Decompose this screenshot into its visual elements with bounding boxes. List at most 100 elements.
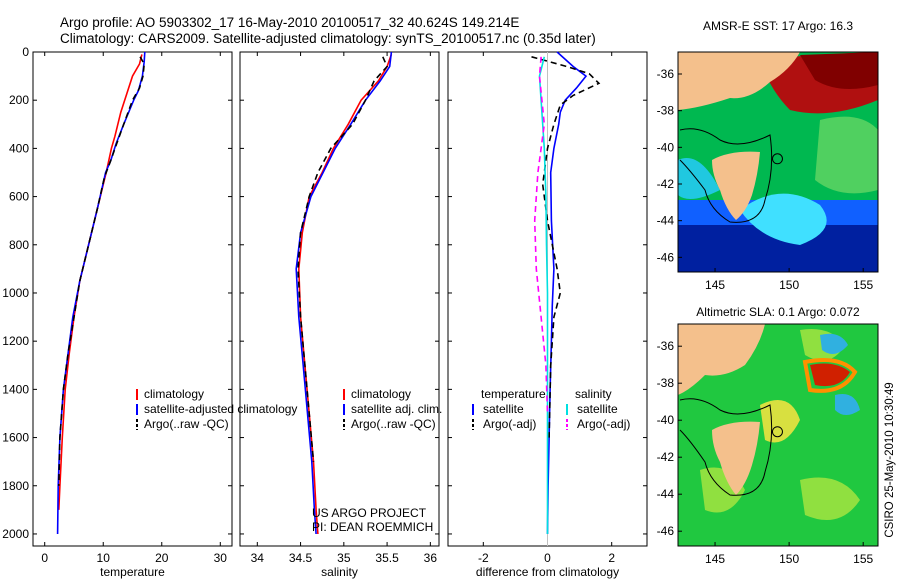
figure-title-line-1: Argo profile: AO 5903302_17 16-May-2010 … [60,15,519,30]
salinity-legend-label: satellite adj. clim. [351,402,442,416]
sst-map-xtick-label: 155 [853,278,873,292]
sst-map-ytick-label: -38 [657,104,675,118]
sst-warm-core [800,52,878,89]
salinity-xtick-label: 34 [251,551,265,565]
depth-tick-label: 2000 [2,527,29,541]
sst-mainland [678,52,800,110]
sst-map-title: AMSR-E SST: 17 Argo: 16.3 [703,19,853,33]
sst-map-xtick-label: 150 [779,278,799,292]
sla-map-xtick-label: 155 [853,552,873,566]
difference-series-line-1 [531,56,601,438]
temperature-series-line-1 [56,51,146,535]
difference-legend-group-title: salinity [575,387,612,401]
sla-map-ytick-label: -40 [657,413,675,427]
sst-shelf-contour [679,128,773,223]
salinity-xtick-label: 35.5 [375,551,399,565]
sst-map-ytick-label: -36 [657,67,675,81]
sst-map-ytick-label: -44 [657,214,675,228]
difference-series-line-2 [538,56,549,534]
sst-map-ytick-label: -46 [657,250,675,264]
difference-legend-label: Argo(-adj) [483,417,536,431]
sst-map-panel: AMSR-E SST: 17 Argo: 16.3 145 150 155 -36 -3… [657,19,879,292]
depth-tick-label: 200 [9,93,29,107]
sla-warm-patch [810,363,850,387]
salinity-frame [239,51,440,547]
difference-xtick-label: -2 [478,551,489,565]
sla-map-ticks: 145 150 155 -36 -38 -40 -42 -44 -46 [657,339,874,566]
sst-argo-position-marker [771,153,783,165]
sst-map-frame [677,51,879,273]
sla-map-ytick-label: -38 [657,376,675,390]
difference-series-line-0 [546,51,588,535]
depth-tick-label: 600 [9,190,29,204]
temperature-xlabel: temperature [100,565,165,579]
difference-xlabel: difference from climatology [476,565,619,579]
depth-tick-label: 1400 [2,382,29,396]
salinity-series-line-0 [297,54,393,535]
difference-legend-group-title: temperature [481,387,546,401]
depth-tick-label: 1600 [2,431,29,445]
difference-legend-label: satellite [483,402,524,416]
salinity-series-line-1 [295,51,393,535]
sla-map-ytick-label: -36 [657,339,675,353]
sla-map-title: Altimetric SLA: 0.1 Argo: 0.072 [696,305,860,319]
salinity-xtick-label: 34.5 [289,551,313,565]
depth-tick-label: 400 [9,141,29,155]
depth-tick-label: 0 [22,45,29,59]
sst-mid-patch [815,116,878,194]
salinity-annotation: US ARGO PROJECT [312,506,427,520]
temperature-legend-label: Argo(..raw -QC) [144,417,229,431]
sla-map-frame [677,323,879,547]
difference-xtick-label: 2 [608,551,615,565]
temperature-xtick-label: 0 [41,551,48,565]
sla-map-ytick-label: -46 [657,524,675,538]
difference-legend-label: Argo(-adj) [577,417,630,431]
difference-legend-label: satellite [577,402,618,416]
salinity-panel: 34 34.5 35 35.5 36 salinity climatologysatelli… [239,51,442,579]
sst-cool-patch [740,193,827,245]
figure-title-line-2: Climatology: CARS2009. Satellite-adjuste… [60,31,596,46]
salinity-xtick-label: 35 [337,551,351,565]
sst-map-ytick-label: -40 [657,140,675,154]
depth-tick-label: 1200 [2,334,29,348]
depth-tick-label: 800 [9,238,29,252]
salinity-annotation: PI: DEAN ROEMMICH [312,520,433,534]
sst-map-ticks: 145 150 155 -36 -38 -40 -42 -44 -46 [657,67,874,292]
sla-map-ytick-label: -42 [657,450,675,464]
salinity-xtick-label: 36 [424,551,438,565]
salinity-legend-label: Argo(..raw -QC) [351,417,436,431]
sla-argo-position-marker [771,426,783,438]
temperature-panel: 0 10 20 30 0 200 400 600 800 1000 1200 1400 1600 1800… [2,45,297,579]
depth-tick-label: 1800 [2,479,29,493]
sla-map-xtick-label: 150 [779,552,799,566]
temperature-series-line-0 [58,54,143,510]
salinity-series-line-2 [297,56,389,462]
sla-map-xtick-label: 145 [705,552,725,566]
sla-map-panel: Altimetric SLA: 0.1 Argo: 0.072 145 150 15… [657,305,879,566]
sla-yellow-patch [760,400,800,443]
temperature-xtick-label: 20 [155,551,169,565]
sst-map-ytick-label: -42 [657,177,675,191]
sla-light-patch-3 [800,477,860,520]
temperature-legend-label: climatology [144,387,204,401]
sla-orange-rim [802,358,858,393]
sst-map-xtick-label: 145 [705,278,725,292]
sst-cold-eddy [678,158,720,199]
salinity-legend-label: climatology [351,387,411,401]
temperature-series-line-2 [58,56,146,486]
difference-xtick-label: 0 [544,551,551,565]
sla-mainland [678,324,765,395]
temperature-legend-label: satellite-adjusted climatology [144,402,297,416]
depth-tick-label: 1000 [2,286,29,300]
temperature-xtick-label: 10 [97,551,111,565]
sla-cool-patch-2 [835,394,860,415]
temperature-frame [32,51,233,547]
salinity-xlabel: salinity [321,565,358,579]
sla-cool-patch-1 [820,333,848,354]
footer-credit: CSIRO 25-May-2010 10:30:49 [884,382,896,537]
sla-tasmania [712,421,760,495]
sst-tasmania [712,151,760,220]
temperature-xtick-label: 30 [214,551,228,565]
